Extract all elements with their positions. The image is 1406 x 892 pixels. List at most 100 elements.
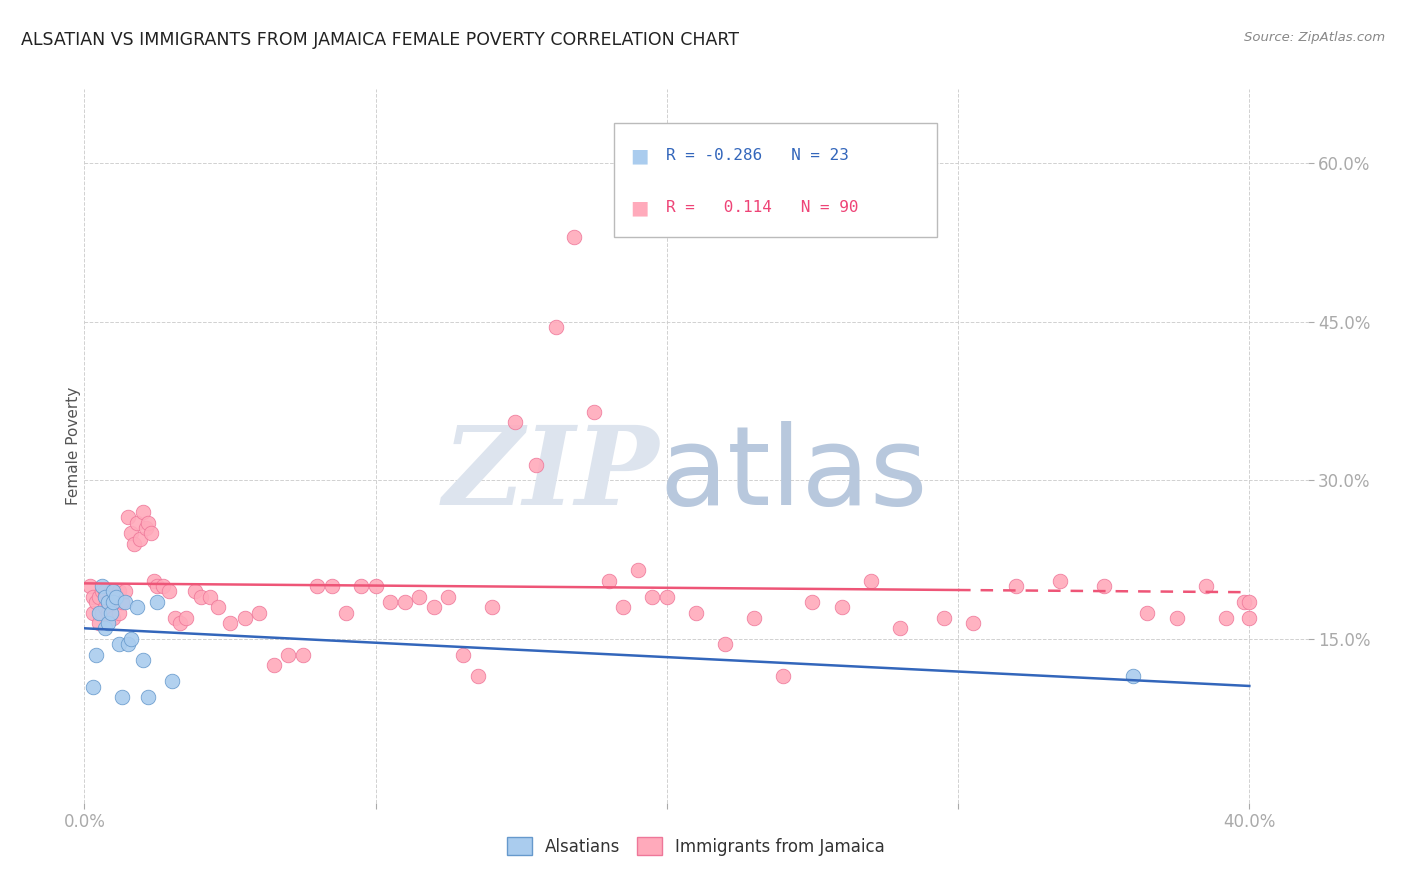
Point bbox=[103, 611, 125, 625]
Point bbox=[79, 579, 101, 593]
Point bbox=[90, 584, 112, 599]
Point bbox=[233, 611, 256, 625]
Point bbox=[163, 611, 186, 625]
Point bbox=[198, 590, 221, 604]
Point bbox=[100, 595, 122, 609]
Point bbox=[122, 537, 145, 551]
Point bbox=[103, 595, 125, 609]
Point bbox=[859, 574, 882, 588]
Point bbox=[82, 680, 104, 694]
Point bbox=[598, 574, 620, 588]
Point bbox=[772, 669, 794, 683]
Point bbox=[1239, 595, 1261, 609]
Point bbox=[562, 230, 585, 244]
Text: R = -0.286   N = 23: R = -0.286 N = 23 bbox=[665, 148, 849, 163]
Point bbox=[90, 579, 112, 593]
Point bbox=[655, 590, 678, 604]
Text: Source: ZipAtlas.com: Source: ZipAtlas.com bbox=[1244, 31, 1385, 45]
Point bbox=[93, 621, 115, 635]
Point bbox=[105, 590, 128, 604]
Point bbox=[1239, 611, 1261, 625]
Point bbox=[291, 648, 314, 662]
Point bbox=[82, 606, 104, 620]
Point bbox=[100, 584, 122, 599]
Point bbox=[84, 648, 107, 662]
Point bbox=[128, 532, 150, 546]
Point bbox=[108, 584, 131, 599]
Point bbox=[467, 669, 489, 683]
Point bbox=[131, 653, 153, 667]
Point bbox=[141, 526, 163, 541]
Point bbox=[307, 579, 329, 593]
Point bbox=[437, 590, 460, 604]
Point bbox=[143, 574, 166, 588]
Point bbox=[219, 616, 242, 631]
Point bbox=[169, 616, 191, 631]
Text: ■: ■ bbox=[630, 198, 650, 218]
Point bbox=[1122, 669, 1144, 683]
Point bbox=[1215, 611, 1237, 625]
Point bbox=[451, 648, 474, 662]
Point bbox=[546, 320, 568, 334]
Point bbox=[146, 595, 169, 609]
Point bbox=[84, 595, 107, 609]
Point bbox=[207, 600, 229, 615]
Point bbox=[120, 632, 142, 646]
Text: ■: ■ bbox=[630, 146, 650, 165]
Text: R =   0.114   N = 90: R = 0.114 N = 90 bbox=[665, 201, 858, 215]
Point bbox=[505, 415, 527, 429]
Point bbox=[87, 590, 110, 604]
Point bbox=[1092, 579, 1115, 593]
Point bbox=[146, 579, 169, 593]
Point bbox=[138, 690, 160, 704]
Point bbox=[114, 595, 136, 609]
Point bbox=[138, 516, 160, 530]
Point bbox=[831, 600, 853, 615]
Point bbox=[277, 648, 299, 662]
Point bbox=[160, 674, 183, 689]
Point bbox=[90, 606, 112, 620]
Point bbox=[524, 458, 547, 472]
Point bbox=[117, 510, 139, 524]
Point bbox=[103, 584, 125, 599]
Point bbox=[111, 690, 134, 704]
Point bbox=[627, 563, 650, 577]
Point bbox=[247, 606, 270, 620]
Point bbox=[583, 404, 606, 418]
Point bbox=[108, 637, 131, 651]
Point bbox=[321, 579, 343, 593]
Point bbox=[93, 584, 115, 599]
Point bbox=[103, 584, 125, 599]
Point bbox=[135, 521, 157, 535]
Point bbox=[100, 606, 122, 620]
Point bbox=[263, 658, 285, 673]
Point bbox=[1232, 595, 1254, 609]
Text: ZIP: ZIP bbox=[443, 421, 659, 528]
Point bbox=[1005, 579, 1028, 593]
Legend: Alsatians, Immigrants from Jamaica: Alsatians, Immigrants from Jamaica bbox=[501, 830, 891, 863]
Point bbox=[335, 606, 357, 620]
Point bbox=[157, 584, 180, 599]
Text: ALSATIAN VS IMMIGRANTS FROM JAMAICA FEMALE POVERTY CORRELATION CHART: ALSATIAN VS IMMIGRANTS FROM JAMAICA FEMA… bbox=[21, 31, 740, 49]
Point bbox=[1049, 574, 1071, 588]
Point bbox=[364, 579, 387, 593]
Point bbox=[685, 606, 707, 620]
Point bbox=[97, 606, 120, 620]
Point bbox=[641, 590, 664, 604]
Point bbox=[131, 505, 153, 519]
Point bbox=[1195, 579, 1218, 593]
Point bbox=[889, 621, 911, 635]
Point bbox=[408, 590, 430, 604]
Point bbox=[97, 616, 120, 631]
Point bbox=[87, 616, 110, 631]
Point bbox=[97, 595, 120, 609]
Point bbox=[111, 595, 134, 609]
Point bbox=[184, 584, 207, 599]
Point bbox=[714, 637, 737, 651]
Point bbox=[97, 595, 120, 609]
Point bbox=[120, 526, 142, 541]
Point bbox=[82, 590, 104, 604]
Point bbox=[93, 590, 115, 604]
Point bbox=[114, 584, 136, 599]
Point bbox=[125, 600, 148, 615]
